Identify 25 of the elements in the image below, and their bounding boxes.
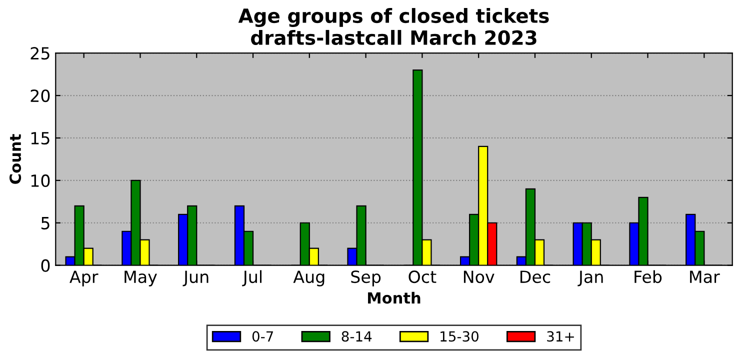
legend-label: 15-30 — [440, 331, 478, 342]
x-tick-label: Feb — [634, 270, 662, 284]
y-tick-label: 20 — [30, 89, 50, 102]
legend-label: 0-7 — [252, 331, 274, 342]
x-tick-label: Jan — [578, 270, 603, 286]
y-tick-label: 15 — [31, 132, 50, 145]
y-tick-label: 25 — [30, 47, 50, 60]
chart-title: Age groups of closed tickets drafts-lastcall March 2023 — [238, 8, 549, 46]
x-tick-label: Mar — [690, 270, 720, 284]
x-tick-label: Jul — [242, 270, 262, 286]
legend-label: 31+ — [547, 331, 574, 342]
x-tick-label: Sep — [351, 270, 381, 286]
y-tick-label: 0 — [41, 259, 50, 272]
x-tick-label: Dec — [520, 270, 550, 284]
x-tick-label: Oct — [408, 270, 436, 284]
x-tick-label: May — [124, 270, 157, 286]
x-tick-label: Nov — [464, 270, 494, 284]
x-tick-label: Jun — [182, 270, 208, 286]
y-tick-label: 5 — [41, 217, 50, 230]
y-tick-label: 10 — [31, 174, 50, 187]
legend-label: 8-14 — [342, 331, 372, 342]
x-tick-label: Apr — [70, 270, 98, 286]
x-axis-title: Month — [368, 292, 420, 304]
x-tick-label: Aug — [293, 270, 324, 286]
y-axis-title: Count — [10, 134, 22, 184]
